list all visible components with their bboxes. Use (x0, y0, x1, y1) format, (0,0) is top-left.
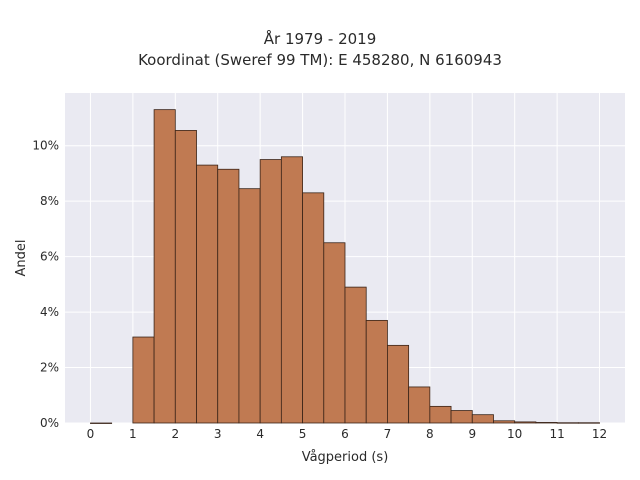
chart-title: År 1979 - 2019 (263, 30, 377, 48)
histogram-bar (174, 130, 197, 424)
bars (90, 109, 600, 424)
histogram-bar (90, 422, 113, 424)
x-tick-label: 2 (171, 427, 179, 441)
x-tick-label: 7 (384, 427, 392, 441)
y-tick-label: 8% (40, 194, 59, 208)
x-tick-label: 11 (549, 427, 564, 441)
histogram-bar (408, 386, 431, 424)
y-tick-label: 10% (32, 139, 59, 153)
x-axis-ticks: 0 1 2 3 4 5 6 7 8 9 10 11 12 (87, 427, 608, 441)
x-tick-label: 12 (592, 427, 607, 441)
histogram-bar (259, 159, 282, 424)
y-tick-label: 6% (40, 250, 59, 264)
histogram-bar (302, 192, 325, 424)
y-axis-label: Andel (14, 240, 29, 277)
histogram-bar (429, 405, 452, 424)
histogram-bar (217, 168, 240, 424)
x-tick-label: 5 (299, 427, 307, 441)
histogram-bar (577, 422, 600, 424)
histogram-bar (365, 319, 388, 424)
x-tick-label: 1 (129, 427, 137, 441)
x-tick-label: 3 (214, 427, 222, 441)
histogram-bar (535, 422, 558, 424)
histogram-bar (132, 336, 155, 424)
histogram-bar (450, 410, 473, 424)
y-tick-label: 0% (40, 416, 59, 430)
histogram-bar (387, 344, 410, 424)
x-tick-label: 9 (468, 427, 476, 441)
x-tick-label: 0 (87, 427, 95, 441)
y-tick-label: 4% (40, 305, 59, 319)
histogram-bar (153, 109, 176, 424)
histogram-bar (556, 422, 579, 424)
histogram-bar (493, 420, 516, 424)
y-tick-label: 2% (40, 361, 59, 375)
histogram-bar (280, 156, 303, 424)
x-tick-label: 4 (256, 427, 264, 441)
histogram-bar (196, 164, 219, 424)
x-tick-label: 10 (507, 427, 522, 441)
y-axis-ticks: 0% 2% 4% 6% 8% 10% (32, 139, 59, 430)
x-tick-label: 8 (426, 427, 434, 441)
histogram-bar (323, 242, 346, 424)
histogram-bar (471, 414, 494, 424)
x-axis-label: Vågperiod (s) (302, 450, 389, 465)
histogram-bar (238, 188, 261, 424)
chart-subtitle: Koordinat (Sweref 99 TM): E 458280, N 61… (138, 51, 502, 69)
histogram-bar (344, 286, 367, 424)
x-tick-label: 6 (341, 427, 349, 441)
histogram-bar (514, 421, 537, 424)
